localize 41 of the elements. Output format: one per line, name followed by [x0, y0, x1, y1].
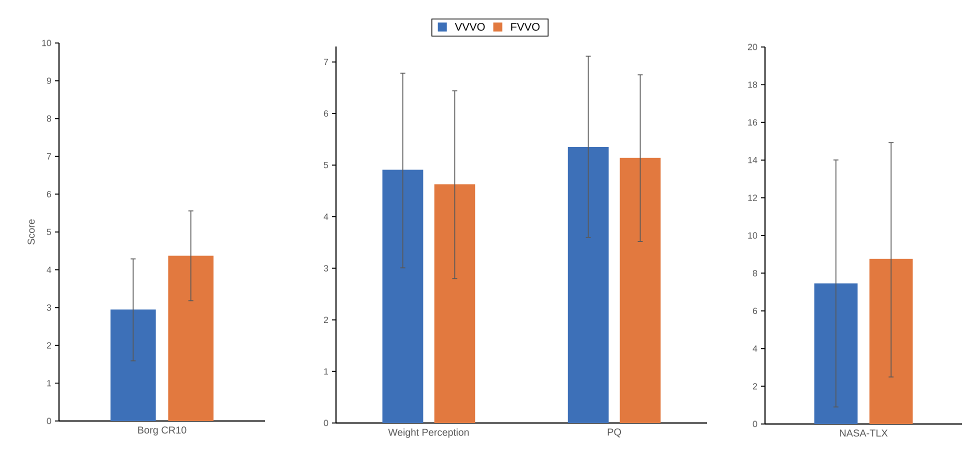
y-tick-label: 12: [748, 194, 758, 201]
y-tick-label: 4: [46, 266, 52, 273]
x-tick-label: Weight Perception: [388, 428, 469, 438]
y-tick-label: 10: [42, 40, 52, 46]
bar: [382, 170, 424, 423]
y-tick-label: 18: [748, 82, 758, 88]
y-tick-label: 7: [46, 153, 52, 160]
x-tick-label: Borg CR10: [138, 426, 186, 436]
y-tick-label: 1: [324, 368, 328, 374]
y-tick-label: 5: [46, 228, 52, 236]
y-tick-label: 0: [324, 420, 328, 426]
y-tick-label: 3: [324, 265, 328, 272]
y-tick-label: 6: [324, 110, 328, 117]
y-tick-label: 8: [46, 115, 52, 122]
y-tick-label: 6: [46, 191, 52, 198]
y-tick-label: 5: [324, 162, 328, 168]
y-tick-label: 9: [46, 78, 52, 84]
bar: [568, 147, 609, 423]
y-tick-label: 20: [748, 44, 758, 50]
bar: [434, 184, 476, 423]
legend-label: FVVO: [511, 22, 540, 31]
legend-label: VVVO: [454, 22, 485, 31]
y-tick-label: 2: [46, 342, 52, 349]
y-tick-label: 7: [324, 58, 328, 66]
y-tick-label: 3: [46, 304, 52, 311]
y-tick-label: 0: [752, 420, 758, 428]
y-tick-label: 8: [752, 270, 758, 276]
y-tick-label: 6: [752, 308, 758, 314]
x-tick-label: PQ: [608, 428, 621, 438]
y-tick-label: 16: [748, 119, 758, 126]
y-tick-label: 2: [324, 316, 328, 323]
y-tick-label: 4: [752, 346, 758, 352]
y-tick-label: 14: [748, 157, 758, 164]
y-tick-label: 2: [752, 383, 758, 390]
y-tick-label: 1: [47, 380, 52, 386]
y-axis-title: Score: [28, 219, 35, 245]
y-tick-label: 0: [46, 418, 52, 424]
x-tick-label: NASA-TLX: [840, 430, 888, 437]
y-tick-label: 4: [324, 214, 328, 220]
y-tick-label: 10: [748, 232, 758, 239]
bar: [620, 158, 661, 423]
